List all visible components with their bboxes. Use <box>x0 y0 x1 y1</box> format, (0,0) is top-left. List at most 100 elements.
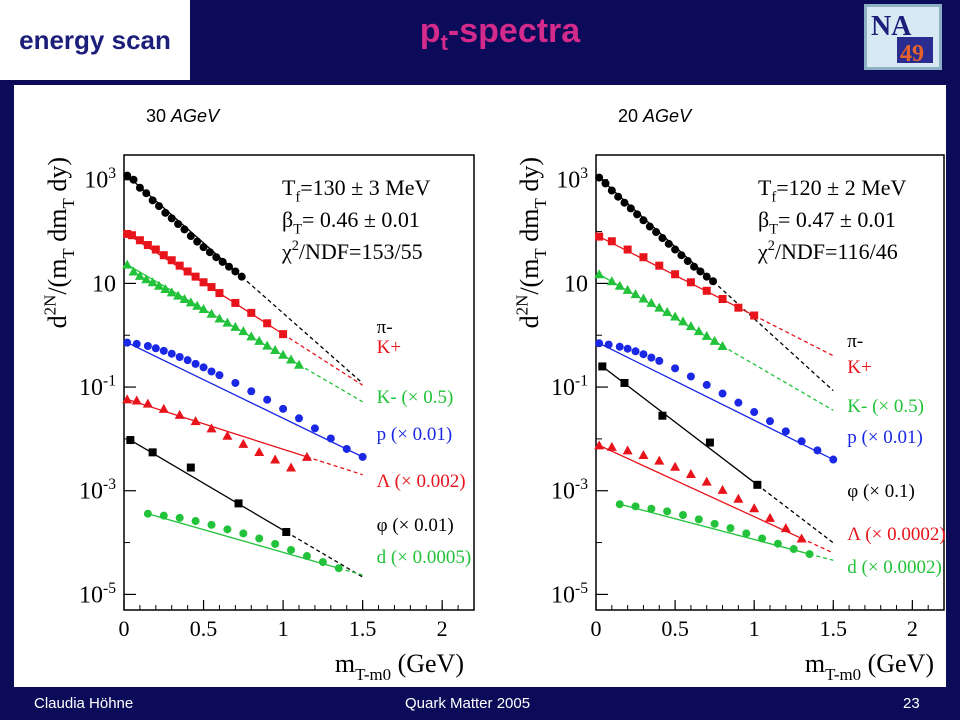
x-tick-label: 2 <box>437 616 448 641</box>
data-point <box>294 359 304 369</box>
data-point <box>701 476 712 486</box>
data-point <box>623 245 632 254</box>
series-label: d (× 0.0002) <box>847 557 942 578</box>
fit-extrapolation <box>712 280 834 392</box>
fit-parameter: Tf​=130 ± 3 MeV <box>282 175 431 206</box>
data-point <box>159 251 168 260</box>
data-point <box>620 378 629 387</box>
data-point <box>750 311 759 320</box>
data-point <box>781 427 790 436</box>
data-point <box>633 210 642 219</box>
data-point <box>173 290 184 300</box>
y-tick-label: 10-3​ <box>79 476 116 505</box>
data-point <box>295 414 303 423</box>
data-point <box>595 173 604 182</box>
data-point <box>286 462 297 472</box>
x-tick-label: 0 <box>119 616 130 641</box>
data-point <box>671 364 680 373</box>
data-point <box>607 186 616 195</box>
data-point <box>710 519 719 528</box>
slide-title: pt-spectra <box>300 12 700 56</box>
data-point <box>207 367 216 376</box>
data-point <box>158 403 169 413</box>
data-point <box>622 284 633 294</box>
data-point <box>780 523 791 533</box>
data-point <box>207 520 216 529</box>
data-point <box>615 342 624 351</box>
fit-extrapolation <box>241 276 364 384</box>
data-point <box>334 564 343 573</box>
data-point <box>193 237 202 246</box>
fit-extrapolation <box>306 456 363 476</box>
data-point <box>238 438 249 448</box>
data-point <box>614 192 623 201</box>
data-point <box>614 280 625 290</box>
data-point <box>717 484 728 494</box>
y-tick-label: 103​ <box>84 165 116 194</box>
data-point <box>205 248 214 257</box>
data-point <box>206 308 217 318</box>
data-point <box>686 372 695 381</box>
data-point <box>230 321 241 331</box>
series-label: p (× 0.01) <box>847 427 923 448</box>
title-subscript: t <box>440 29 448 55</box>
data-point <box>717 340 728 350</box>
data-point <box>271 539 280 548</box>
y-axis-label: d2N​/(mT​ dmT​ dy) <box>513 157 550 328</box>
data-point <box>638 293 649 303</box>
y-tick-label: 103​ <box>556 165 588 194</box>
data-point <box>191 359 200 368</box>
fit-extrapolation <box>801 537 834 554</box>
data-point <box>718 295 727 304</box>
data-point <box>247 387 256 396</box>
data-point <box>270 344 281 354</box>
data-point <box>279 404 288 413</box>
x-axis-label: mT-m​0​ (GeV) <box>335 649 464 684</box>
data-point <box>254 446 265 456</box>
data-point <box>128 266 139 276</box>
series-label: K- (× 0.5) <box>377 387 454 408</box>
data-point <box>151 245 160 254</box>
x-tick-label: 0.5 <box>661 616 689 641</box>
topic-label: energy scan <box>0 0 190 80</box>
fit-extrapolation <box>753 314 834 357</box>
data-point <box>287 545 296 554</box>
data-point <box>709 335 720 345</box>
data-point <box>142 398 153 408</box>
data-point <box>183 356 192 365</box>
data-point <box>670 461 681 471</box>
data-point <box>318 558 327 567</box>
data-point <box>151 344 160 353</box>
data-point <box>654 302 665 312</box>
data-point <box>198 304 209 314</box>
fit-extrapolation <box>722 345 834 411</box>
data-point <box>694 515 703 524</box>
y-tick-label: 10 <box>92 271 116 297</box>
data-point <box>620 198 629 207</box>
data-point <box>765 512 775 522</box>
data-point <box>263 319 272 328</box>
data-point <box>758 534 767 543</box>
y-tick-label: 10 <box>564 271 588 297</box>
footer-author: Claudia Höhne <box>34 695 134 712</box>
series-label: Λ (× 0.002) <box>377 471 466 492</box>
y-tick-label: 10-5​ <box>79 580 116 609</box>
series-label: φ (× 0.01) <box>377 515 454 536</box>
data-point <box>701 330 712 340</box>
data-point <box>663 507 672 516</box>
data-point <box>595 232 604 241</box>
svg-text:NA: NA <box>871 11 912 42</box>
data-point <box>191 517 200 526</box>
data-point <box>685 469 696 479</box>
data-point <box>639 253 648 262</box>
data-point <box>658 411 667 420</box>
data-point <box>183 267 192 276</box>
data-point <box>282 527 291 536</box>
data-point <box>709 277 718 286</box>
fit-line <box>598 444 802 540</box>
data-point <box>594 440 605 450</box>
data-point <box>647 353 656 362</box>
series-label: π- <box>377 317 393 338</box>
data-point <box>702 286 711 295</box>
